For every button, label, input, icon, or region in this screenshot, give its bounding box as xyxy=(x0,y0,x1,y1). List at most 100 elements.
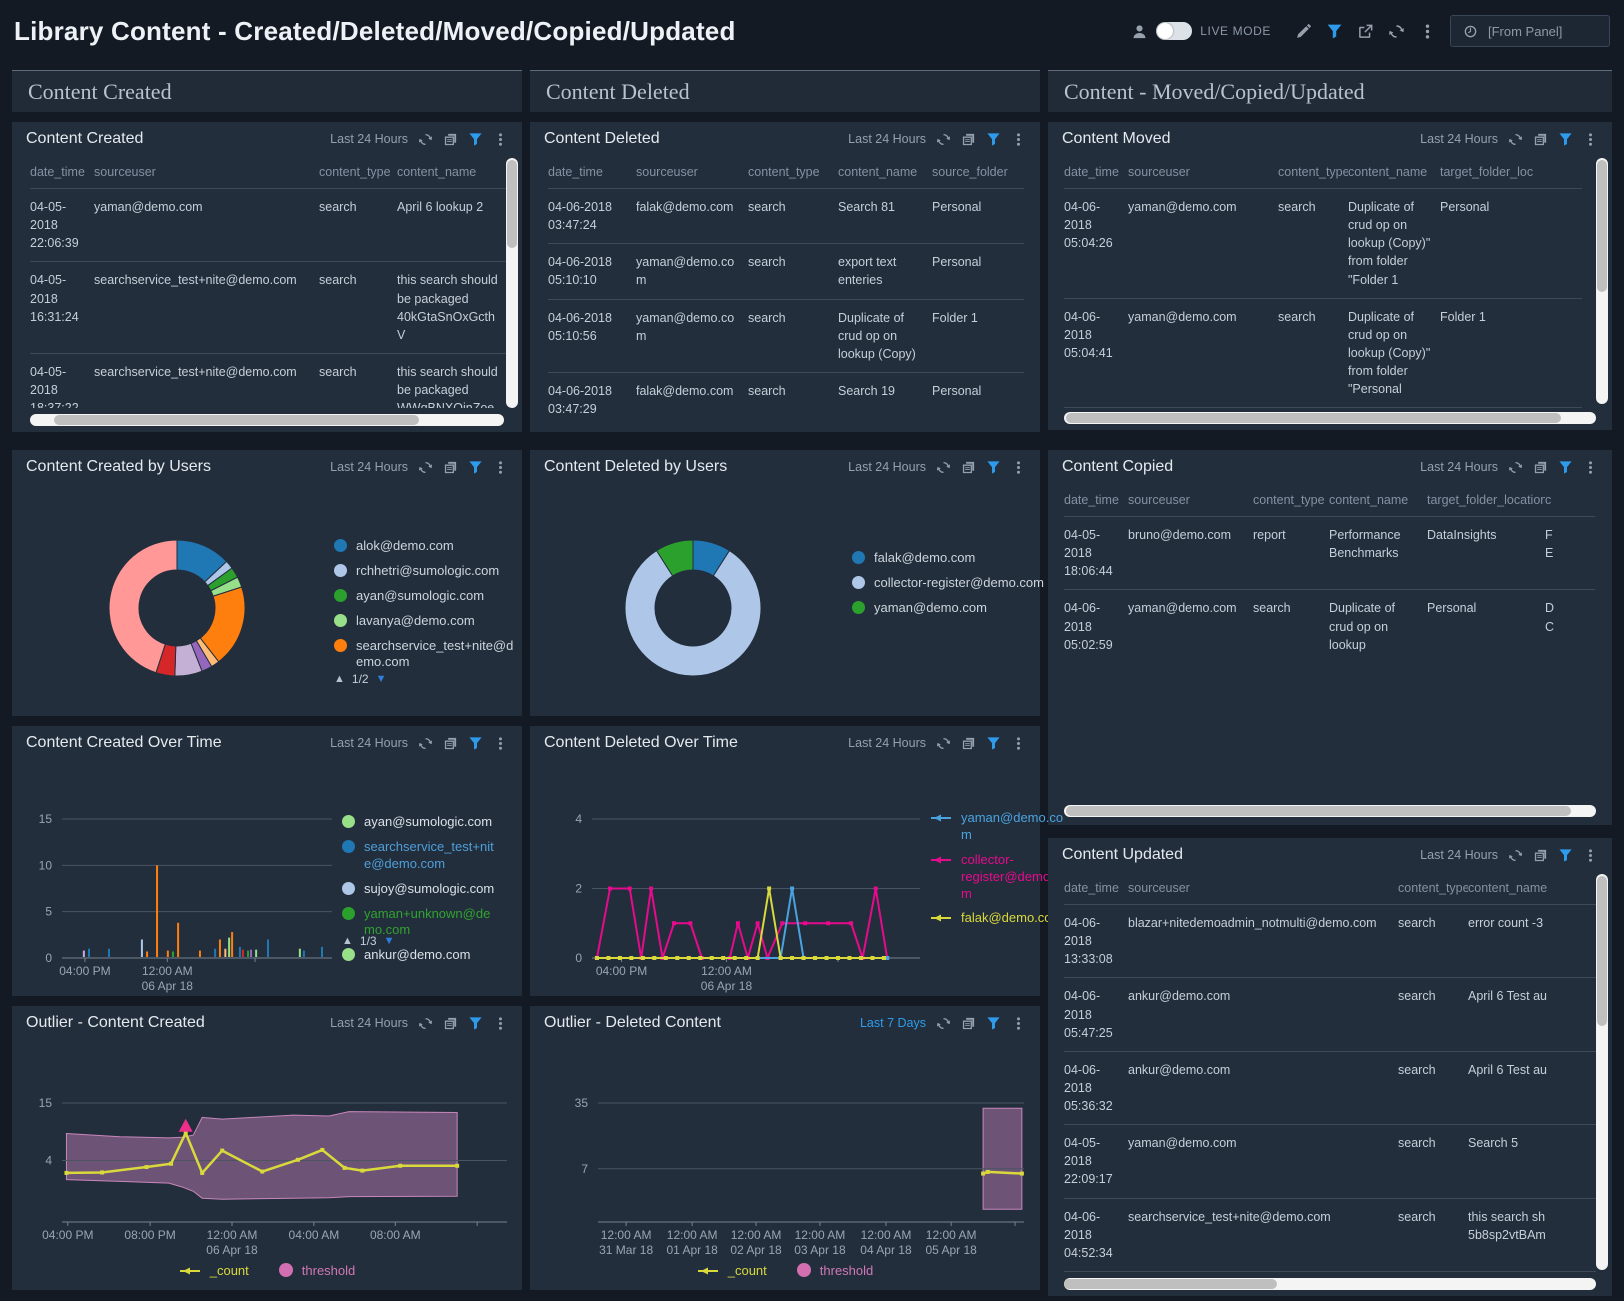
filter-icon[interactable] xyxy=(468,1016,483,1031)
legend-item[interactable]: collector-register@demo.com xyxy=(930,852,1070,903)
time-range-label[interactable]: Last 24 Hours xyxy=(848,132,926,146)
copy-icon[interactable] xyxy=(961,1016,976,1031)
vertical-scrollbar[interactable] xyxy=(506,158,518,408)
filter-icon[interactable] xyxy=(468,736,483,751)
legend-item[interactable]: threshold xyxy=(796,1263,873,1280)
refresh-icon[interactable] xyxy=(418,736,433,751)
scrollbar-thumb[interactable] xyxy=(1597,876,1607,1026)
refresh-icon[interactable] xyxy=(936,736,951,751)
kebab-menu-icon[interactable] xyxy=(1011,736,1026,751)
copy-icon[interactable] xyxy=(1533,848,1548,863)
filter-icon[interactable] xyxy=(986,132,1001,147)
filter-icon[interactable] xyxy=(986,736,1001,751)
horizontal-scrollbar[interactable] xyxy=(30,414,504,426)
scrollbar-thumb[interactable] xyxy=(1066,413,1561,423)
legend-item[interactable]: falak@demo.com xyxy=(852,550,1062,567)
copy-icon[interactable] xyxy=(961,460,976,475)
filter-icon[interactable] xyxy=(986,1016,1001,1031)
time-range-label[interactable]: Last 24 Hours xyxy=(330,132,408,146)
donut-slice[interactable] xyxy=(655,539,694,577)
legend-item[interactable]: _count xyxy=(179,1263,249,1280)
filter-icon[interactable] xyxy=(1558,460,1573,475)
copy-icon[interactable] xyxy=(961,132,976,147)
time-range-label[interactable]: Last 24 Hours xyxy=(1420,460,1498,474)
legend-item[interactable]: rchhetri@sumologic.com xyxy=(334,563,519,580)
legend-item[interactable]: ayan@sumologic.com xyxy=(334,588,519,605)
vertical-scrollbar[interactable] xyxy=(1596,874,1608,1270)
legend-item[interactable]: threshold xyxy=(278,1263,355,1280)
scrollbar-thumb[interactable] xyxy=(1064,1279,1277,1289)
copy-icon[interactable] xyxy=(1533,132,1548,147)
time-range-label[interactable]: Last 7 Days xyxy=(859,1016,926,1030)
refresh-icon[interactable] xyxy=(1508,848,1523,863)
refresh-icon[interactable] xyxy=(418,460,433,475)
legend-page-down[interactable]: ▼ xyxy=(375,673,387,685)
kebab-menu-icon[interactable] xyxy=(493,132,508,147)
legend-item[interactable]: lavanya@demo.com xyxy=(334,613,519,630)
scrollbar-thumb[interactable] xyxy=(53,415,419,425)
refresh-icon[interactable] xyxy=(936,1016,951,1031)
copy-icon[interactable] xyxy=(443,736,458,751)
kebab-menu-icon[interactable] xyxy=(1011,460,1026,475)
deleted-by-users-donut-chart[interactable] xyxy=(530,484,850,716)
time-range-label[interactable]: Last 24 Hours xyxy=(848,460,926,474)
legend-item[interactable]: searchservice_test+nite@demo.com xyxy=(334,638,519,666)
refresh-icon[interactable] xyxy=(1388,23,1405,40)
legend-item[interactable]: _count xyxy=(697,1263,767,1280)
legend-page-up[interactable]: ▲ xyxy=(334,673,345,685)
time-range-label[interactable]: Last 24 Hours xyxy=(330,460,408,474)
donut-slice[interactable] xyxy=(108,539,178,674)
refresh-icon[interactable] xyxy=(1508,460,1523,475)
filter-icon[interactable] xyxy=(1558,848,1573,863)
kebab-menu-icon[interactable] xyxy=(1011,1016,1026,1031)
filter-icon[interactable] xyxy=(1326,23,1343,40)
live-mode-toggle[interactable] xyxy=(1156,22,1193,40)
time-range-label[interactable]: Last 24 Hours xyxy=(1420,132,1498,146)
edit-pencil-icon[interactable] xyxy=(1295,23,1312,40)
legend-item[interactable]: ayan@sumologic.com xyxy=(342,814,500,831)
copy-icon[interactable] xyxy=(443,460,458,475)
kebab-menu-icon[interactable] xyxy=(1583,460,1598,475)
legend-item[interactable]: ankur@demo.com xyxy=(342,947,500,964)
kebab-menu-icon[interactable] xyxy=(1583,132,1598,147)
kebab-menu-icon[interactable] xyxy=(493,1016,508,1031)
filter-icon[interactable] xyxy=(986,460,1001,475)
legend-item[interactable]: yaman@demo.com xyxy=(852,600,1062,617)
user-icon[interactable] xyxy=(1131,23,1148,40)
legend-item[interactable]: yaman@demo.com xyxy=(930,810,1070,844)
horizontal-scrollbar[interactable] xyxy=(1064,1278,1596,1290)
legend-item[interactable]: sujoy@sumologic.com xyxy=(342,881,500,898)
vertical-scrollbar[interactable] xyxy=(1596,158,1608,404)
kebab-menu-icon[interactable] xyxy=(1583,848,1598,863)
refresh-icon[interactable] xyxy=(418,1016,433,1031)
horizontal-scrollbar[interactable] xyxy=(1064,412,1596,424)
filter-icon[interactable] xyxy=(1558,132,1573,147)
refresh-icon[interactable] xyxy=(1508,132,1523,147)
refresh-icon[interactable] xyxy=(936,460,951,475)
copy-icon[interactable] xyxy=(443,132,458,147)
filter-icon[interactable] xyxy=(468,460,483,475)
time-range-label[interactable]: Last 24 Hours xyxy=(330,1016,408,1030)
refresh-icon[interactable] xyxy=(418,132,433,147)
scrollbar-thumb[interactable] xyxy=(1066,806,1572,816)
kebab-menu-icon[interactable] xyxy=(1011,132,1026,147)
legend-item[interactable]: searchservice_test+nite@demo.com xyxy=(342,839,500,873)
copy-icon[interactable] xyxy=(443,1016,458,1031)
kebab-menu-icon[interactable] xyxy=(493,460,508,475)
horizontal-scrollbar[interactable] xyxy=(1064,805,1596,817)
legend-page-down[interactable]: ▼ xyxy=(383,935,395,947)
time-range-label[interactable]: Last 24 Hours xyxy=(330,736,408,750)
time-range-label[interactable]: Last 24 Hours xyxy=(1420,848,1498,862)
time-range-input[interactable]: [From Panel] xyxy=(1450,15,1610,47)
legend-item[interactable]: yaman+unknown@demo.com xyxy=(342,906,500,940)
refresh-icon[interactable] xyxy=(936,132,951,147)
created-by-users-donut-chart[interactable] xyxy=(12,484,332,716)
filter-icon[interactable] xyxy=(468,132,483,147)
share-icon[interactable] xyxy=(1357,23,1374,40)
copy-icon[interactable] xyxy=(1533,460,1548,475)
legend-item[interactable]: collector-register@demo.com xyxy=(852,575,1062,592)
